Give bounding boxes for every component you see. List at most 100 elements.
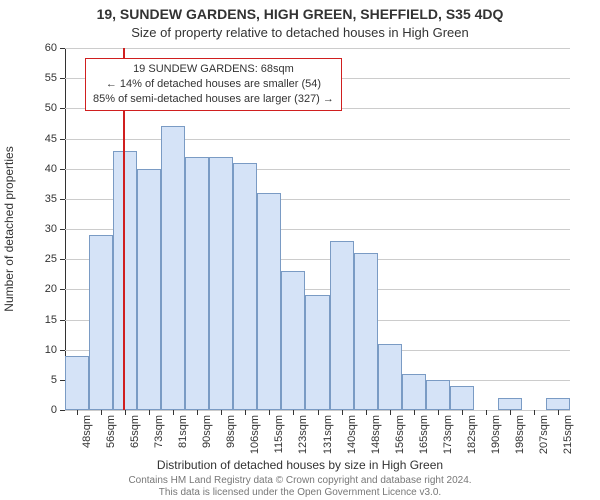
y-tick-mark [60,199,65,200]
x-tick-mark [101,410,102,415]
histogram-bar [233,163,257,410]
x-tick-mark [221,410,222,415]
x-tick-mark [269,410,270,415]
annotation-line: 19 SUNDEW GARDENS: 68sqm [93,62,334,77]
x-tick-label: 190sqm [490,415,502,454]
y-tick-label: 15 [27,314,57,326]
annotation-line: ← 14% of detached houses are smaller (54… [93,77,334,92]
histogram-bar [402,374,426,410]
chart-title: 19, SUNDEW GARDENS, HIGH GREEN, SHEFFIEL… [0,0,600,23]
x-tick-label: 81sqm [177,415,189,448]
y-gridline [65,48,570,49]
x-tick-label: 115sqm [273,415,285,453]
x-tick-label: 65sqm [129,415,141,448]
x-tick-mark [197,410,198,415]
y-tick-mark [60,259,65,260]
chart-subtitle: Size of property relative to detached ho… [0,23,600,40]
x-tick-label: 90sqm [201,415,213,448]
histogram-bar [450,386,474,410]
y-axis-title: Number of detached properties [2,146,16,311]
histogram-bar [354,253,378,410]
x-tick-mark [318,410,319,415]
x-tick-mark [534,410,535,415]
x-tick-mark [125,410,126,415]
histogram-bar [257,193,281,410]
y-gridline [65,139,570,140]
y-tick-mark [60,350,65,351]
y-tick-mark [60,78,65,79]
y-tick-mark [60,410,65,411]
x-tick-mark [342,410,343,415]
x-tick-mark [558,410,559,415]
x-tick-label: 215sqm [562,415,574,454]
x-tick-label: 123sqm [297,415,309,454]
histogram-bar [161,126,185,410]
histogram-bar [330,241,354,410]
y-tick-mark [60,169,65,170]
histogram-bar [426,380,450,410]
x-tick-mark [414,410,415,415]
x-tick-label: 156sqm [394,415,406,454]
x-tick-label: 131sqm [322,415,334,454]
y-tick-label: 30 [27,223,57,235]
histogram-bar [209,157,233,410]
histogram-bar [546,398,570,410]
histogram-bar [65,356,89,410]
histogram-bar [185,157,209,410]
y-tick-mark [60,380,65,381]
histogram-bar [89,235,113,410]
x-tick-mark [77,410,78,415]
y-tick-label: 40 [27,163,57,175]
y-tick-label: 55 [27,72,57,84]
histogram-bar [378,344,402,410]
y-tick-mark [60,48,65,49]
y-tick-label: 10 [27,344,57,356]
y-tick-label: 60 [27,42,57,54]
annotation-line: 85% of semi-detached houses are larger (… [93,92,334,107]
x-tick-label: 165sqm [418,415,430,454]
x-tick-label: 98sqm [225,415,237,448]
x-tick-label: 106sqm [249,415,261,454]
x-tick-mark [293,410,294,415]
x-tick-label: 48sqm [81,415,93,448]
chart-container: 19, SUNDEW GARDENS, HIGH GREEN, SHEFFIEL… [0,0,600,500]
y-tick-label: 5 [27,374,57,386]
y-tick-label: 25 [27,253,57,265]
annotation-box: 19 SUNDEW GARDENS: 68sqm← 14% of detache… [85,58,342,111]
y-tick-mark [60,289,65,290]
x-tick-mark [510,410,511,415]
attribution-line: Contains HM Land Registry data © Crown c… [128,475,471,498]
x-axis-title: Distribution of detached houses by size … [0,458,600,472]
x-tick-mark [390,410,391,415]
y-tick-mark [60,320,65,321]
x-tick-label: 198sqm [514,415,526,454]
x-tick-label: 182sqm [466,415,478,454]
x-tick-label: 148sqm [370,415,382,454]
y-tick-label: 0 [27,404,57,416]
x-tick-mark [486,410,487,415]
x-tick-label: 140sqm [346,415,358,454]
x-tick-label: 173sqm [442,415,454,454]
histogram-bar [113,151,137,410]
y-tick-label: 35 [27,193,57,205]
histogram-bar [305,295,329,410]
x-tick-mark [173,410,174,415]
x-tick-mark [462,410,463,415]
attribution-text: Contains HM Land Registry data © Crown c… [0,475,600,499]
histogram-bar [498,398,522,410]
y-tick-mark [60,229,65,230]
x-tick-mark [438,410,439,415]
y-tick-label: 20 [27,283,57,295]
x-tick-mark [245,410,246,415]
y-tick-mark [60,108,65,109]
y-tick-label: 50 [27,102,57,114]
histogram-bar [137,169,161,410]
x-tick-label: 73sqm [153,415,165,448]
y-tick-label: 45 [27,133,57,145]
x-tick-label: 207sqm [538,415,550,454]
histogram-bar [281,271,305,410]
x-tick-label: 56sqm [105,415,117,448]
x-tick-mark [149,410,150,415]
x-tick-mark [366,410,367,415]
y-tick-mark [60,139,65,140]
